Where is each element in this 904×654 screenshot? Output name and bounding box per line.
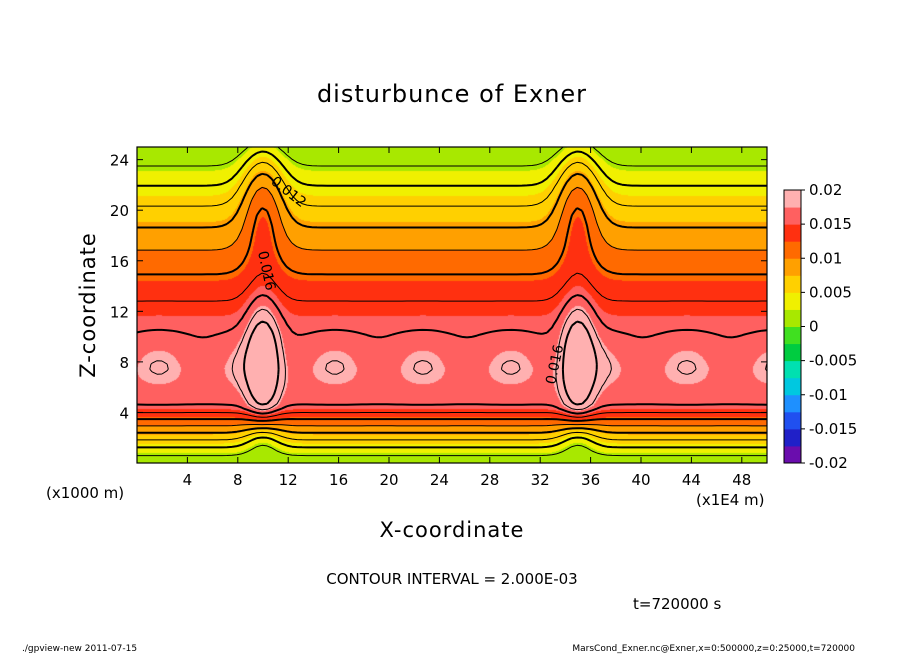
x-axis: 4 8 12 16 20 24 28 32 36 40 44 48 [183, 147, 751, 489]
colorbar-label: -0.015 [809, 420, 857, 438]
x-tick-label: 40 [631, 471, 650, 489]
colorbar-label: -0.02 [809, 454, 848, 472]
colorbar-swatch [784, 343, 801, 362]
colorbar-label: -0.01 [809, 386, 848, 404]
colorbar-label: 0.01 [809, 249, 842, 267]
colorbar-swatch [784, 190, 801, 208]
contour-interval: CONTOUR INTERVAL = 2.000E-03 [326, 570, 577, 588]
colorbar-label: 0.015 [809, 215, 852, 233]
colorbar-swatch [784, 258, 801, 276]
colorbar-swatch [784, 428, 801, 447]
y-tick-label: 20 [110, 202, 129, 220]
y-tick-label: 24 [110, 152, 129, 170]
colorbar-swatch [784, 309, 801, 327]
time-label: t=720000 s [633, 595, 721, 613]
x-tick-label: 4 [183, 471, 193, 489]
colorbar-swatch [784, 394, 801, 413]
x-tick-label: 12 [279, 471, 298, 489]
x-tick-label: 16 [329, 471, 348, 489]
contour-level-0.02 [243, 320, 598, 406]
chart-title: disturbunce of Exner [317, 80, 587, 108]
contour-level-0.01 [137, 186, 767, 427]
contour-level-0.016 [137, 294, 767, 415]
y-axis: 4 8 12 16 20 24 [110, 152, 767, 422]
colorbar [784, 190, 801, 464]
y-tick-label: 4 [119, 404, 129, 422]
colorbar-label: -0.005 [809, 352, 857, 370]
x-tick-label: 28 [480, 471, 499, 489]
y-axis-label: Z-coordinate [76, 232, 100, 378]
x-tick-label: 20 [379, 471, 398, 489]
colorbar-swatch [784, 207, 801, 225]
contour-level-0.014 [137, 272, 767, 418]
colorbar-labels: 0.02 0.015 0.01 0.005 0 -0.005 -0.01 -0.015 -0.0… [801, 181, 857, 472]
y-tick-label: 8 [119, 354, 129, 372]
contour-level-0.012 [137, 207, 767, 422]
colorbar-label: 0.02 [809, 181, 842, 199]
x-tick-label: 36 [581, 471, 600, 489]
contour-level-0.018 [149, 308, 767, 411]
x-tick-label: 32 [531, 471, 550, 489]
colorbar-swatch [784, 445, 801, 464]
x-tick-label: 48 [732, 471, 751, 489]
contour-level-0.006 [137, 161, 767, 441]
colorbar-swatch [784, 241, 801, 259]
colorbar-label: 0 [809, 318, 819, 336]
x-axis-label: X-coordinate [380, 518, 525, 542]
y-tick-label: 12 [110, 303, 129, 321]
colorbar-swatch [784, 224, 801, 242]
colorbar-swatch [784, 377, 801, 396]
contour-level-0.002 [137, 147, 767, 457]
footer-left: ./gpview-new 2011-07-15 [22, 644, 137, 654]
colorbar-swatch [784, 411, 801, 430]
colorbar-label: 0.005 [809, 283, 852, 301]
y-unit-note: (x1000 m) [46, 484, 124, 502]
colorbar-swatch [784, 292, 801, 310]
x-tick-label: 44 [682, 471, 701, 489]
y-tick-label: 16 [110, 253, 129, 271]
x-tick-label: 8 [233, 471, 243, 489]
contour-level-0.008 [137, 172, 767, 434]
footer-right: MarsCond_Exner.nc@Exner,x=0:500000,z=0:2… [572, 644, 855, 654]
colorbar-swatch [784, 275, 801, 293]
contour-level-0.004 [137, 150, 767, 449]
contour-lines [137, 147, 767, 457]
plot-frame [136, 146, 768, 464]
colorbar-swatch [784, 360, 801, 379]
x-tick-label: 24 [430, 471, 449, 489]
colorbar-swatch [784, 326, 801, 345]
x-unit-note: (x1E4 m) [696, 491, 765, 509]
heatmap-field [137, 147, 767, 463]
